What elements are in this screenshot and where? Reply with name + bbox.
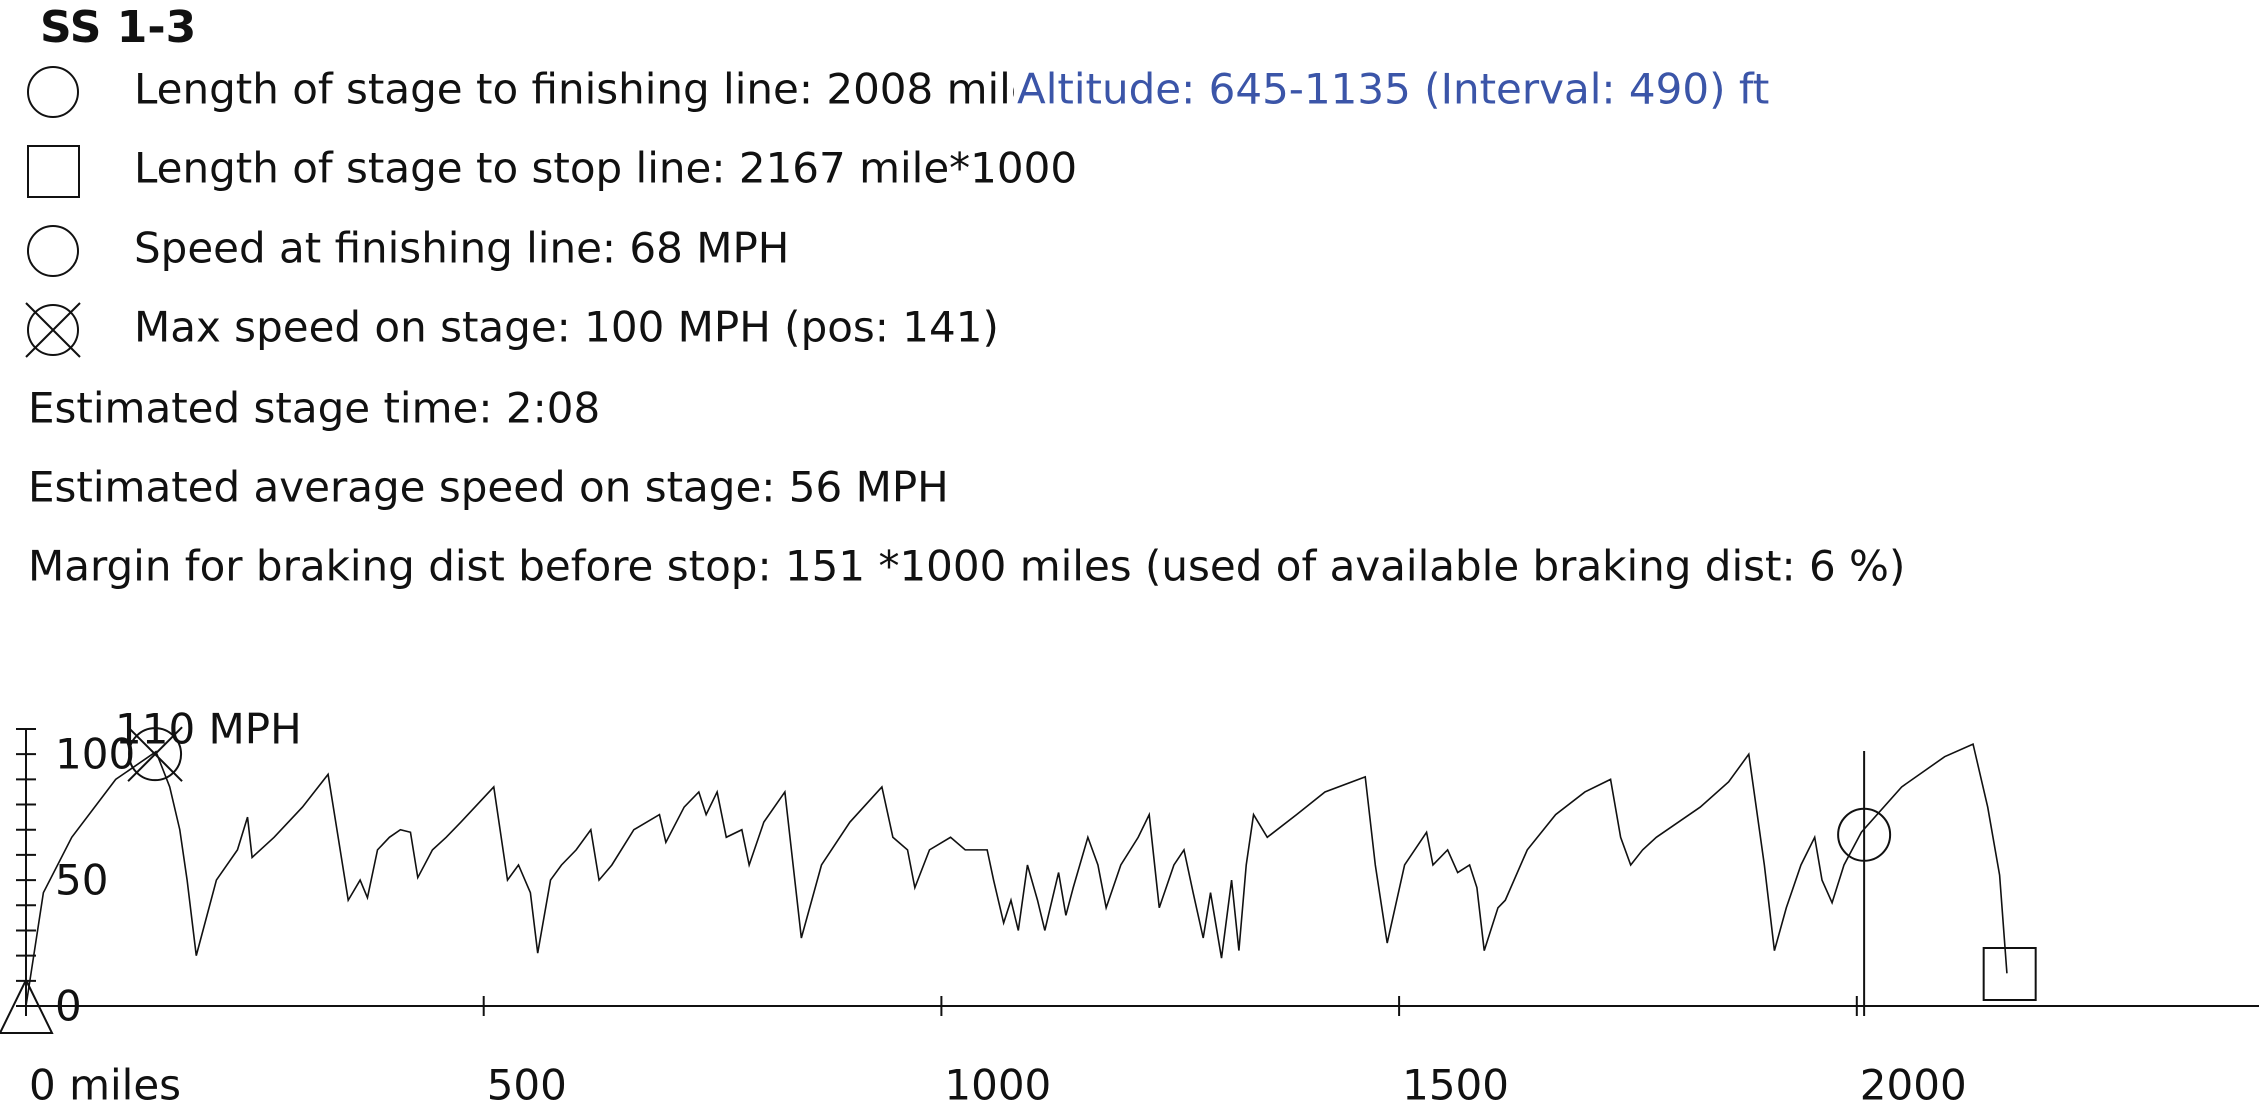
info-text: Estimated stage time: 2:08 [28, 384, 600, 433]
max-speed-cross [127, 726, 183, 782]
x-tick-label: 1000 [944, 1061, 1051, 1110]
max-icon [25, 302, 81, 358]
x-tick-label: 2000 [1860, 1061, 1967, 1110]
info-text: Estimated average speed on stage: 56 MPH [28, 463, 949, 512]
x-tick-label: 500 [487, 1061, 567, 1110]
x-tick-label: 1500 [1402, 1061, 1509, 1110]
y-tick-label: 50 [55, 856, 108, 905]
legend-text: Length of stage to finishing line: 2008 … [134, 65, 1165, 114]
x-tick-label: 0 miles [29, 1061, 181, 1110]
finish-marker [1837, 807, 1892, 862]
legend-text: Speed at finishing line: 68 MPH [134, 224, 789, 273]
stage-title: SS 1-3 [40, 2, 196, 53]
stop-icon [27, 145, 80, 198]
finish-icon [27, 66, 79, 118]
y-tick-label: 100 [55, 730, 135, 779]
legend-text: Length of stage to stop line: 2167 mile*… [134, 144, 1077, 193]
max-speed-marker [128, 727, 183, 782]
y-tick-label: 0 [55, 982, 82, 1031]
y-tick-label: 110 MPH [115, 705, 302, 754]
speed-line [25, 742, 2008, 1007]
stop-marker [1982, 947, 2037, 1001]
altitude-text: Altitude: 645-1135 (Interval: 490) ft [1017, 65, 1769, 114]
speed-icon [27, 225, 79, 277]
info-text: Margin for braking dist before stop: 151… [28, 542, 1905, 591]
start-marker [0, 977, 54, 1034]
legend-text: Max speed on stage: 100 MPH (pos: 141) [134, 303, 999, 352]
